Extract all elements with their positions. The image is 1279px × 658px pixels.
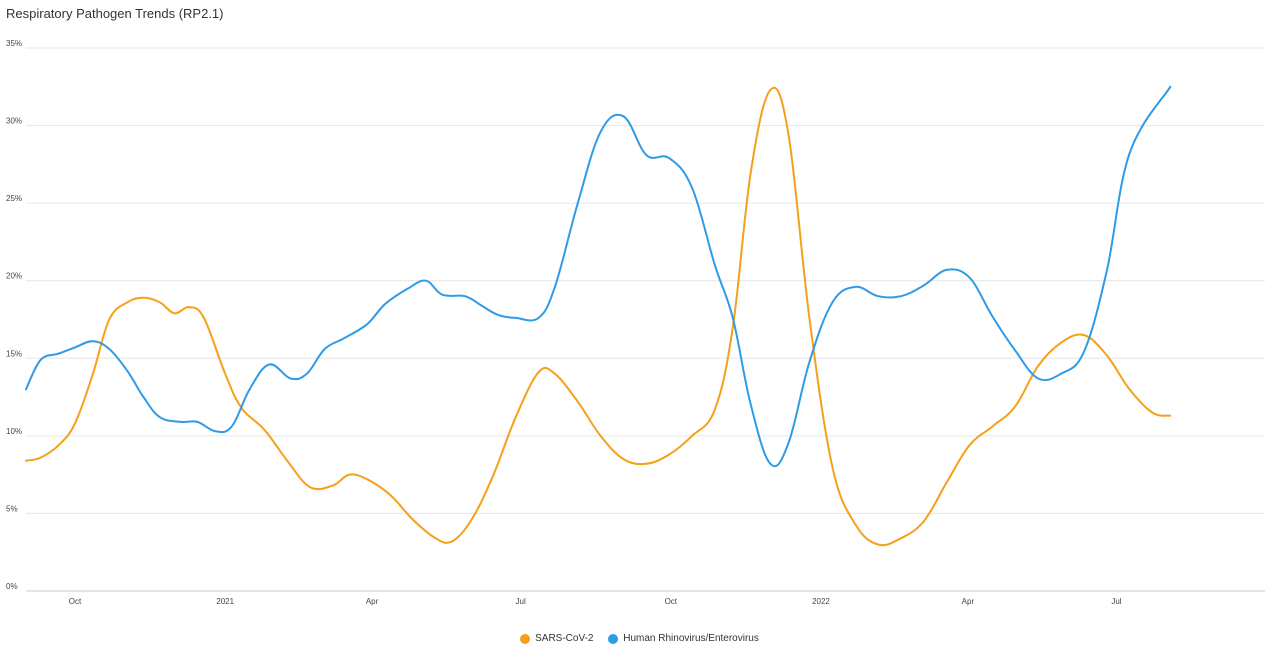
x-axis-ticks: Oct 2021 Apr Jul Oct 2022 Apr Jul: [69, 597, 1122, 606]
series-lines: [25, 85, 1172, 547]
x-tick-label: Apr: [962, 597, 975, 606]
y-axis-ticks: 0% 5% 10% 15% 20% 25% 30% 35%: [6, 39, 22, 591]
legend-item-sars-cov-2[interactable]: SARS-CoV-2: [520, 633, 593, 644]
y-tick-label: 25%: [6, 194, 22, 203]
chart-title: Respiratory Pathogen Trends (RP2.1): [6, 6, 224, 21]
series-line-sars-cov-2: [25, 86, 1172, 547]
x-tick-label: Apr: [366, 597, 379, 606]
legend-swatch-sars-cov-2: [520, 633, 531, 644]
legend-label-rhinovirus: Human Rhinovirus/Enterovirus: [623, 633, 759, 644]
x-tick-label: Oct: [665, 597, 678, 606]
gridlines: [26, 47, 1265, 592]
y-tick-label: 35%: [6, 39, 22, 48]
y-tick-label: 0%: [6, 582, 18, 591]
x-tick-label: Oct: [69, 597, 82, 606]
y-tick-label: 30%: [6, 117, 22, 126]
y-tick-label: 15%: [6, 349, 22, 358]
line-chart: 0% 5% 10% 15% 20% 25% 30% 35% Oct 2021 Apr Jul Oct 2…: [6, 39, 1265, 606]
x-tick-label: 2021: [216, 597, 234, 606]
legend-swatch-rhinovirus: [608, 633, 619, 644]
legend: SARS-CoV-2 Human Rhinovirus/Enterovirus: [0, 633, 1279, 647]
y-tick-label: 10%: [6, 427, 22, 436]
x-tick-label: 2022: [812, 597, 830, 606]
x-tick-label: Jul: [1111, 597, 1121, 606]
x-tick-label: Jul: [516, 597, 526, 606]
series-line-rhinovirus: [25, 85, 1172, 468]
y-tick-label: 5%: [6, 504, 18, 513]
y-tick-label: 20%: [6, 272, 22, 281]
legend-item-rhinovirus[interactable]: Human Rhinovirus/Enterovirus: [608, 633, 759, 644]
legend-label-sars-cov-2: SARS-CoV-2: [535, 633, 594, 644]
